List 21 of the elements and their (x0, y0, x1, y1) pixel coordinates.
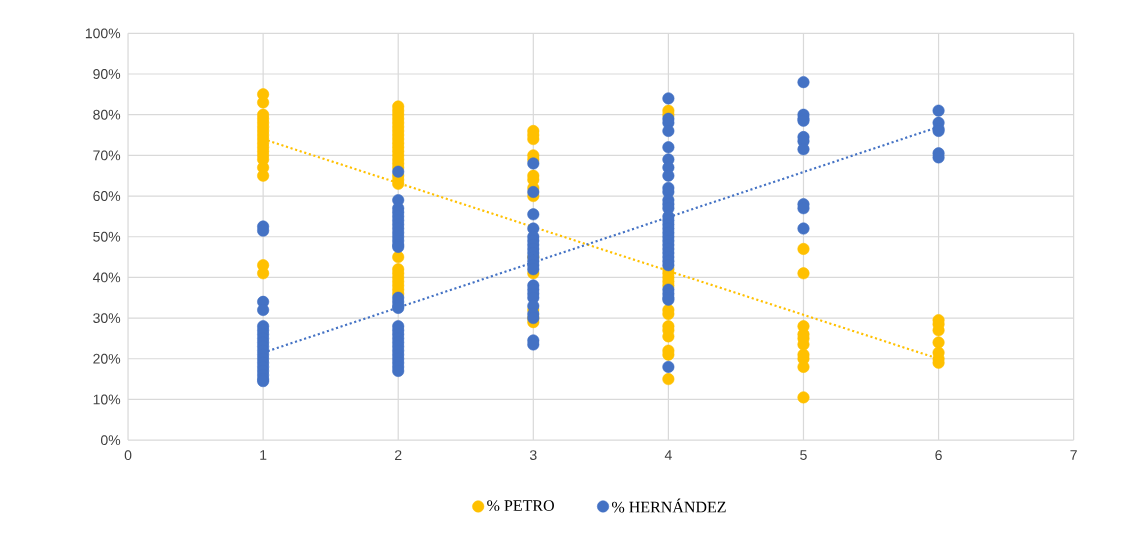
y-tick-label: 0% (100, 434, 121, 445)
x-tick-label: 4 (664, 449, 672, 460)
legend-label: % HERNÁNDEZ (611, 498, 726, 513)
y-tick-label: 40% (92, 272, 121, 283)
x-tick-label: 3 (529, 449, 537, 460)
x-tick-label: 1 (260, 449, 267, 460)
y-tick-label: 80% (93, 109, 121, 120)
y-tick-label: 70% (93, 150, 121, 161)
y-tick-label: 30% (93, 312, 121, 323)
legend-label: % PETRO (487, 499, 554, 511)
y-tick-label: 50% (93, 231, 121, 242)
x-tick-label: 6 (935, 449, 942, 460)
x-tick-label: 0 (124, 449, 132, 460)
y-tick-label: 100% (85, 28, 121, 39)
y-tick-label: 60% (93, 190, 121, 201)
y-tick-label: 20% (93, 353, 121, 364)
x-tick-label: 2 (395, 449, 402, 460)
y-tick-label: 90% (93, 68, 121, 79)
y-tick-label: 10% (93, 394, 121, 405)
x-tick-label: 7 (1070, 449, 1077, 460)
x-tick-label: 5 (800, 449, 807, 460)
